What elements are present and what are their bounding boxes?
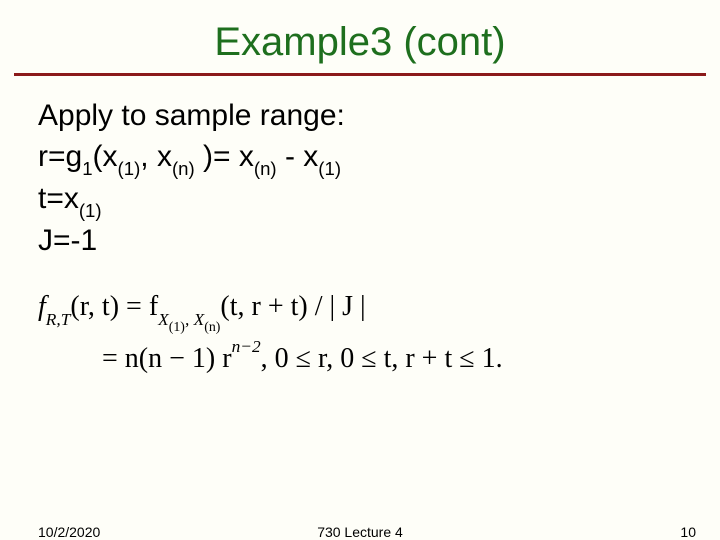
text: - x bbox=[277, 140, 319, 173]
math-equations: fR,T(r, t) = fX(1), X(n)(t, r + t) / | J… bbox=[38, 283, 700, 382]
math-f: f bbox=[38, 291, 46, 322]
footer-page-number: 10 bbox=[680, 524, 696, 540]
text: r=g bbox=[38, 140, 82, 173]
math-sup: n−2 bbox=[232, 337, 261, 356]
math-var: X bbox=[194, 310, 205, 329]
math-var: X bbox=[158, 310, 169, 329]
subscript: (1) bbox=[118, 158, 141, 179]
content-area: Apply to sample range: r=g1(x(1), x(n) )… bbox=[0, 96, 720, 382]
slide-title: Example3 (cont) bbox=[0, 0, 720, 73]
math-sep: , bbox=[185, 310, 194, 329]
subscript: (1) bbox=[318, 158, 341, 179]
footer-lecture: 730 Lecture 4 bbox=[317, 524, 403, 540]
text: (x bbox=[93, 140, 118, 173]
math-text: (r, t) = f bbox=[70, 291, 158, 322]
math-sub: R,T bbox=[46, 310, 71, 329]
math-text: = n(n − 1) r bbox=[102, 343, 232, 374]
subscript: (n) bbox=[254, 158, 277, 179]
line-r-def: r=g1(x(1), x(n) )= x(n) - x(1) bbox=[38, 137, 700, 179]
math-subsub: (n) bbox=[204, 320, 220, 335]
math-subsub: (1) bbox=[169, 320, 185, 335]
equation-2: = n(n − 1) rn−2, 0 ≤ r, 0 ≤ t, r + t ≤ 1… bbox=[38, 335, 700, 383]
text: t=x bbox=[38, 182, 79, 215]
equation-1: fR,T(r, t) = fX(1), X(n)(t, r + t) / | J… bbox=[38, 283, 700, 335]
line-j-def: J=-1 bbox=[38, 221, 700, 262]
line-intro: Apply to sample range: bbox=[38, 96, 700, 137]
text: , x bbox=[140, 140, 172, 173]
subscript: 1 bbox=[82, 158, 92, 179]
subscript: (n) bbox=[172, 158, 195, 179]
math-sub-group: X(1), X(n) bbox=[158, 310, 220, 329]
subscript: (1) bbox=[79, 200, 102, 221]
title-underline bbox=[14, 73, 706, 76]
text: )= x bbox=[195, 140, 254, 173]
math-text: (t, r + t) / | J | bbox=[220, 291, 365, 322]
footer-date: 10/2/2020 bbox=[38, 524, 100, 540]
line-t-def: t=x(1) bbox=[38, 179, 700, 221]
math-text: , 0 ≤ r, 0 ≤ t, r + t ≤ 1. bbox=[261, 343, 503, 374]
